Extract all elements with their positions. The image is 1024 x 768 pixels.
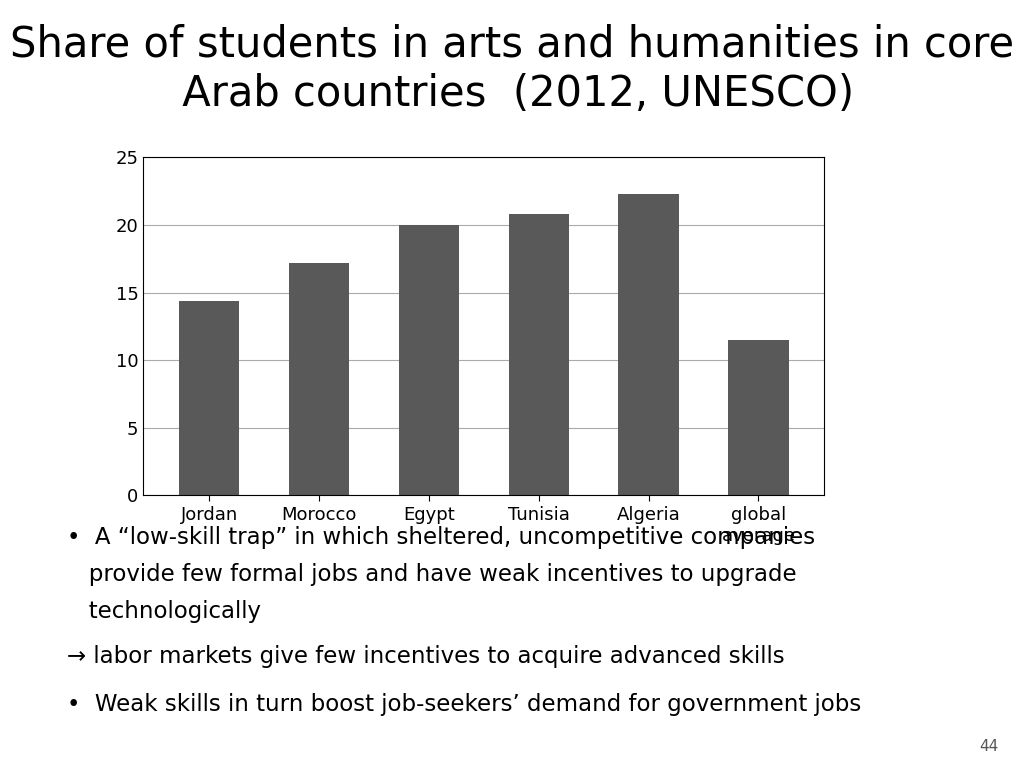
Bar [289,263,349,495]
Bar [509,214,569,495]
Bar [179,301,240,495]
Text: technologically: technologically [67,600,260,623]
Bar [618,194,679,495]
Bar [398,225,459,495]
Text: provide few formal jobs and have weak incentives to upgrade: provide few formal jobs and have weak in… [67,563,797,586]
Text: Share of students in arts and humanities in core
 Arab countries  (2012, UNESCO): Share of students in arts and humanities… [10,23,1014,115]
Text: •  A “low-skill trap” in which sheltered, uncompetitive companies: • A “low-skill trap” in which sheltered,… [67,526,815,549]
Text: → labor markets give few incentives to acquire advanced skills: → labor markets give few incentives to a… [67,645,784,668]
Text: 44: 44 [979,739,998,754]
Bar [728,340,788,495]
Text: •  Weak skills in turn boost job-seekers’ demand for government jobs: • Weak skills in turn boost job-seekers’… [67,693,861,716]
